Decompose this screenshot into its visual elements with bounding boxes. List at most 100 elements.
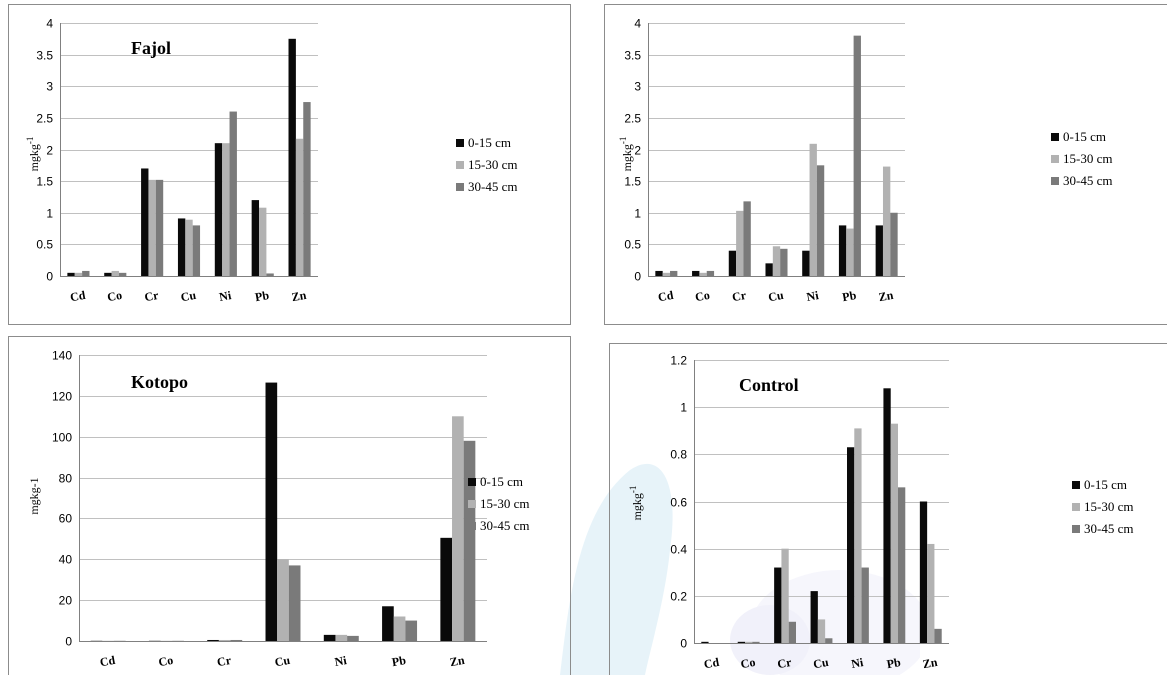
- x-tick-label: Cu: [180, 288, 198, 305]
- x-tick-label: Pb: [391, 653, 408, 669]
- legend-label: 30-45 cm: [480, 518, 529, 533]
- chart-title: Kotopo: [131, 372, 188, 392]
- y-tick-label: 80: [59, 472, 73, 486]
- y-tick-label: 2.5: [624, 112, 641, 126]
- bar-co-series-0: [737, 641, 745, 643]
- bar-cu-series-2: [192, 225, 201, 276]
- bar-pb-series-0: [382, 606, 394, 641]
- legend-swatch: [1072, 481, 1080, 489]
- legend-swatch: [468, 522, 476, 530]
- bar-zn-series-1: [452, 416, 464, 641]
- bar-cd-series-2: [670, 270, 678, 276]
- bar-pb-series-1: [259, 207, 267, 276]
- bar-pb-series-2: [266, 273, 274, 276]
- x-tick-label: Co: [694, 288, 711, 304]
- bar-cu-series-2: [780, 248, 788, 276]
- y-tick-label: 2: [634, 144, 641, 158]
- bar-co-series-1: [745, 641, 753, 643]
- bar-zn-series-2: [463, 440, 476, 641]
- bar-cd-series-1: [74, 272, 83, 276]
- bar-zn-series-2: [890, 212, 898, 276]
- bar-pb-series-2: [898, 487, 906, 643]
- bar-zn-series-0: [875, 225, 883, 276]
- y-tick-label: 2: [46, 144, 53, 158]
- chart-kotopo-svg: 0 20 40 60 80 100 120 140 Cd Co Cr Cu Ni Pb Zn Kotopo mg…: [8, 336, 571, 675]
- y-tick-label: 1: [634, 207, 641, 221]
- y-tick-label: 2.5: [36, 112, 53, 126]
- legend-swatch: [456, 139, 464, 147]
- x-tick-label: Pb: [886, 655, 903, 671]
- bar-cu-series-1: [772, 246, 781, 276]
- x-tick-label: Co: [157, 653, 174, 669]
- bar-ni-series-1: [335, 634, 348, 641]
- legend-swatch: [468, 500, 476, 508]
- bar-cr-series-1: [736, 210, 744, 276]
- legend-swatch: [456, 161, 464, 169]
- chart-second: 0 0.5 1 1.5 2 2.5 3 3.5 4 Cd Co Cr Cu Ni Pb Zn mgkg-1 0-1…: [604, 4, 1167, 325]
- x-tick-label: Ni: [333, 653, 348, 669]
- bar-pb-series-0: [251, 200, 260, 276]
- bar-cu-series-0: [177, 218, 186, 276]
- y-tick-label: 1.5: [624, 175, 641, 189]
- y-tick-label: 1: [680, 401, 687, 415]
- x-tick-label: Ni: [850, 655, 865, 671]
- bar-pb-series-0: [883, 388, 891, 643]
- bar-zn-series-1: [882, 166, 891, 276]
- y-tick-label: 140: [52, 349, 72, 363]
- bar-cr-series-2: [788, 621, 796, 643]
- x-tick-label: Cd: [703, 655, 721, 672]
- legend-label: 15-30 cm: [468, 157, 517, 172]
- bar-zn-series-1: [927, 543, 935, 643]
- bar-cr-series-2: [155, 179, 164, 276]
- y-tick-label: 0.2: [670, 590, 687, 604]
- legend-swatch: [1051, 133, 1059, 141]
- y-tick-label: 60: [59, 512, 73, 526]
- x-tick-label: Cu: [767, 288, 785, 305]
- legend-label: 0-15 cm: [468, 135, 511, 150]
- y-tick-label: 0: [634, 270, 641, 284]
- legend-swatch: [1051, 177, 1059, 185]
- bar-cr-series-2: [230, 639, 243, 641]
- bar-cd-series-2: [82, 270, 90, 276]
- bar-cu-series-1: [277, 559, 289, 641]
- x-tick-label: Cr: [216, 653, 233, 669]
- bar-cd-series-0: [67, 272, 75, 276]
- y-tick-label: 1: [46, 207, 53, 221]
- bar-ni-series-0: [802, 250, 810, 276]
- chart-fajol: 0 0.5 1 1.5 2 2.5 3 3.5 4 Cd Co Cr Cu Ni Pb Zn Fajol mgkg…: [8, 4, 571, 325]
- x-tick-label: Co: [740, 655, 757, 671]
- x-tick-label: Pb: [254, 288, 271, 304]
- bar-co-series-1: [699, 272, 707, 276]
- legend-label: 0-15 cm: [1063, 129, 1106, 144]
- chart-fajol-svg: 0 0.5 1 1.5 2 2.5 3 3.5 4 Cd Co Cr Cu Ni Pb Zn Fajol mgkg…: [8, 4, 571, 325]
- x-tick-label: Cd: [99, 653, 117, 670]
- x-tick-label: Cr: [731, 288, 748, 304]
- legend-label: 15-30 cm: [1084, 499, 1133, 514]
- bar-ni-series-1: [854, 428, 862, 643]
- chart-kotopo: 0 20 40 60 80 100 120 140 Cd Co Cr Cu Ni Pb Zn Kotopo mg…: [8, 336, 571, 675]
- chart-control: 0 0.2 0.4 0.6 0.8 1 1.2 Cd Co Cr Cu Ni Pb Zn Control mg…: [609, 343, 1167, 675]
- y-tick-label: 40: [59, 553, 73, 567]
- x-tick-label: Cd: [69, 288, 87, 305]
- bar-pb-series-1: [890, 423, 898, 643]
- bar-ni-series-1: [809, 143, 817, 276]
- bar-cu-series-0: [810, 591, 818, 643]
- x-tick-label: Zn: [922, 655, 939, 671]
- legend-swatch: [1072, 503, 1080, 511]
- x-tick-label: Cr: [776, 655, 793, 671]
- legend-label: 0-15 cm: [1084, 477, 1127, 492]
- legend-swatch: [1072, 525, 1080, 533]
- legend-label: 30-45 cm: [1063, 173, 1112, 188]
- bar-cu-series-0: [265, 382, 278, 641]
- bar-pb-series-1: [846, 228, 854, 276]
- bar-ni-series-1: [222, 143, 230, 276]
- chart-title: Fajol: [131, 38, 171, 58]
- bar-cd-series-0: [655, 270, 663, 276]
- y-tick-label: 3: [46, 80, 53, 94]
- x-tick-label: Pb: [841, 288, 858, 304]
- y-tick-label: 0: [680, 637, 687, 651]
- bar-zn-series-0: [440, 537, 453, 641]
- bar-cr-series-1: [148, 179, 156, 276]
- bar-cu-series-0: [765, 263, 773, 276]
- bar-zn-series-2: [303, 102, 311, 276]
